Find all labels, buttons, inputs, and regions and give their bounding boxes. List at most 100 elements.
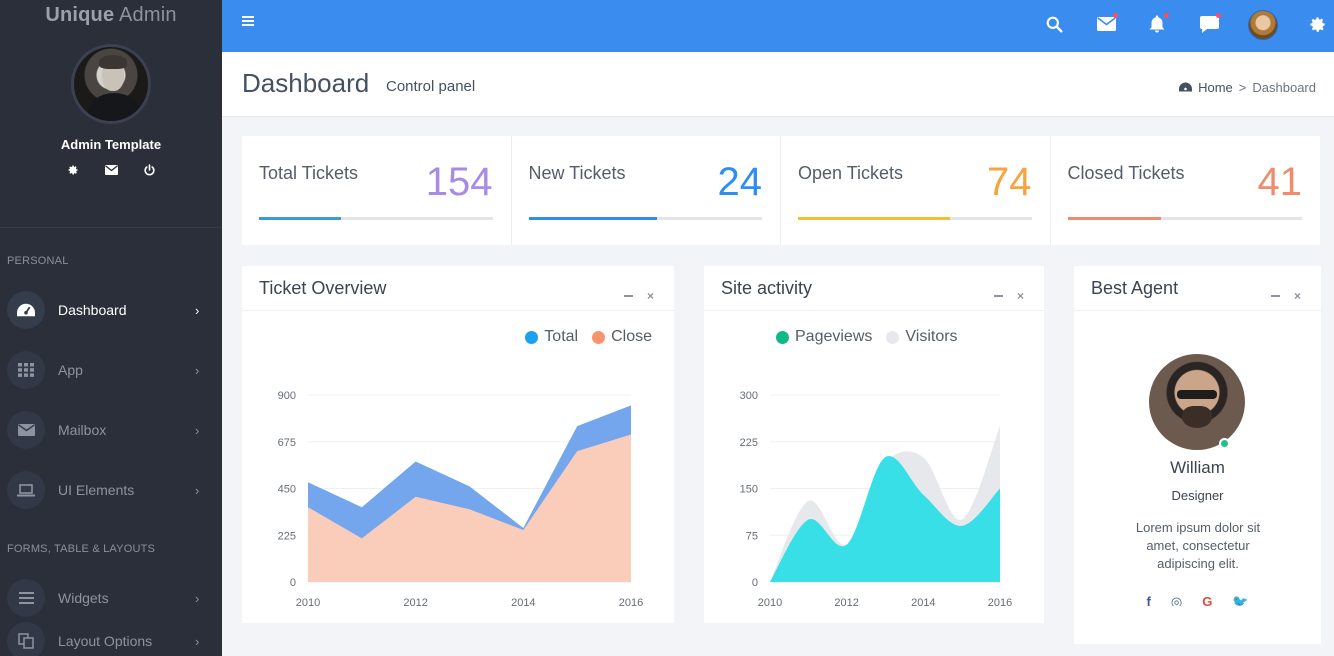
brand-logo[interactable]: Unique Admin [0,0,222,32]
mail-notification-icon[interactable] [1094,12,1118,36]
x-tick-label: 2012 [834,597,858,609]
close-icon[interactable]: × [646,289,654,303]
sidebar-item-dashboard[interactable]: Dashboard › [0,290,222,330]
user-panel: Admin Template [0,44,222,228]
card-header: Ticket Overview × [242,266,674,311]
hamburger-icon[interactable] [242,16,254,26]
sidebar-item-layout-options[interactable]: Layout Options › [0,621,222,656]
x-tick-label: 2016 [619,597,643,609]
minimize-icon[interactable] [623,295,633,297]
google-icon[interactable]: G [1202,594,1213,606]
laptop-icon [7,471,45,509]
legend-label: Visitors [905,328,958,345]
gear-icon[interactable] [65,162,81,178]
minimize-icon[interactable] [993,295,1003,297]
chevron-right-icon: › [195,422,200,438]
breadcrumb-home[interactable]: Home [1198,80,1233,95]
card-title: Site activity [721,278,813,298]
stat-progress [259,217,493,220]
y-tick-label: 900 [278,390,296,402]
series-area-pageviews [770,456,1000,582]
stats-row: Total Tickets 154 New Tickets 24 Open Ti… [242,136,1320,245]
stat-value: 24 [717,160,763,204]
sidebar-item-label: App [58,362,83,378]
sidebar-item-ui-elements[interactable]: UI Elements › [0,470,222,510]
envelope-icon[interactable] [103,162,119,178]
sidebar-item-mailbox[interactable]: Mailbox › [0,410,222,450]
y-tick-label: 225 [278,530,296,542]
user-name: Admin Template [60,137,162,152]
y-tick-label: 150 [740,484,758,496]
user-avatar[interactable] [1248,10,1278,40]
stat-value: 154 [425,160,493,204]
x-tick-label: 2014 [911,597,935,609]
chevron-right-icon: › [195,482,200,498]
grid-icon [7,351,45,389]
legend-item[interactable]: Close [592,328,652,346]
sidebar-item-widgets[interactable]: Widgets › [0,578,222,618]
legend-item[interactable]: Visitors [886,328,958,346]
admin-avatar[interactable] [71,44,151,124]
instagram-icon[interactable]: ◎ [1170,594,1183,606]
y-tick-label: 225 [740,437,758,449]
y-tick-label: 0 [752,577,758,589]
x-tick-label: 2010 [296,597,320,609]
stat-progress [798,217,1032,220]
stat-value: 74 [987,160,1032,204]
breadcrumb-separator: > [1238,80,1247,95]
topbar [222,0,1334,52]
breadcrumb: Home > Dashboard [1179,80,1316,95]
sidebar-item-app[interactable]: App › [0,350,222,390]
twitter-icon[interactable]: 🐦 [1232,594,1249,606]
sidebar-item-label: Dashboard [58,302,127,318]
chat-icon[interactable] [1197,12,1221,36]
y-tick-label: 450 [278,484,296,496]
card-tools: × [1270,289,1301,303]
sidebar-item-label: Layout Options [58,633,153,649]
card-tools: × [993,289,1024,303]
stat-value: 41 [1257,160,1303,204]
legend-label: Pageviews [795,328,873,345]
stat-label: New Tickets [528,163,626,183]
agent-bio: Lorem ipsum dolor sit amet, consectetur … [1135,520,1261,571]
close-icon[interactable]: × [1016,289,1024,303]
facebook-icon[interactable]: f [1146,594,1151,606]
x-tick-label: 2012 [403,597,427,609]
legend-item[interactable]: Pageviews [776,328,872,346]
x-tick-label: 2010 [758,597,782,609]
section-personal: PERSONAL [7,255,69,267]
card-header: Best Agent × [1074,266,1321,311]
stat-progress [528,217,762,220]
bell-icon[interactable] [1145,12,1169,36]
card-header: Site activity × [704,266,1044,311]
stat-open-tickets: Open Tickets 74 [781,136,1051,245]
stat-closed-tickets: Closed Tickets 41 [1051,136,1321,245]
chevron-right-icon: › [195,302,200,318]
close-icon[interactable]: × [1293,289,1301,303]
stat-label: Open Tickets [798,163,904,183]
sidebar-item-label: UI Elements [58,482,135,498]
page-title: Dashboard [242,68,370,98]
legend-item[interactable]: Total [525,328,578,346]
breadcrumb-current: Dashboard [1252,80,1316,95]
chart-legend: Total Close [525,328,652,346]
search-icon[interactable] [1042,12,1066,36]
agent-avatar[interactable] [1149,354,1245,450]
brand-light: Admin [118,4,177,26]
agent-social-links: f ◎ G 🐦 [1074,594,1321,606]
stat-total-tickets: Total Tickets 154 [242,136,512,245]
page-header: Dashboard Control panel Home > Dashboard [222,52,1334,117]
dashboard-icon [1179,80,1193,95]
mail-icon [7,411,45,449]
minimize-icon[interactable] [1270,295,1280,297]
sidebar: Unique Admin Admin Template PERSONAL Das… [0,0,222,656]
power-icon[interactable] [141,162,157,178]
x-tick-label: 2016 [988,597,1012,609]
sidebar-item-label: Widgets [58,590,109,606]
menu-icon [7,579,45,617]
sidebar-item-label: Mailbox [58,422,107,438]
settings-gear-icon[interactable] [1305,12,1329,36]
stat-label: Total Tickets [259,163,359,183]
y-tick-label: 675 [278,437,296,449]
